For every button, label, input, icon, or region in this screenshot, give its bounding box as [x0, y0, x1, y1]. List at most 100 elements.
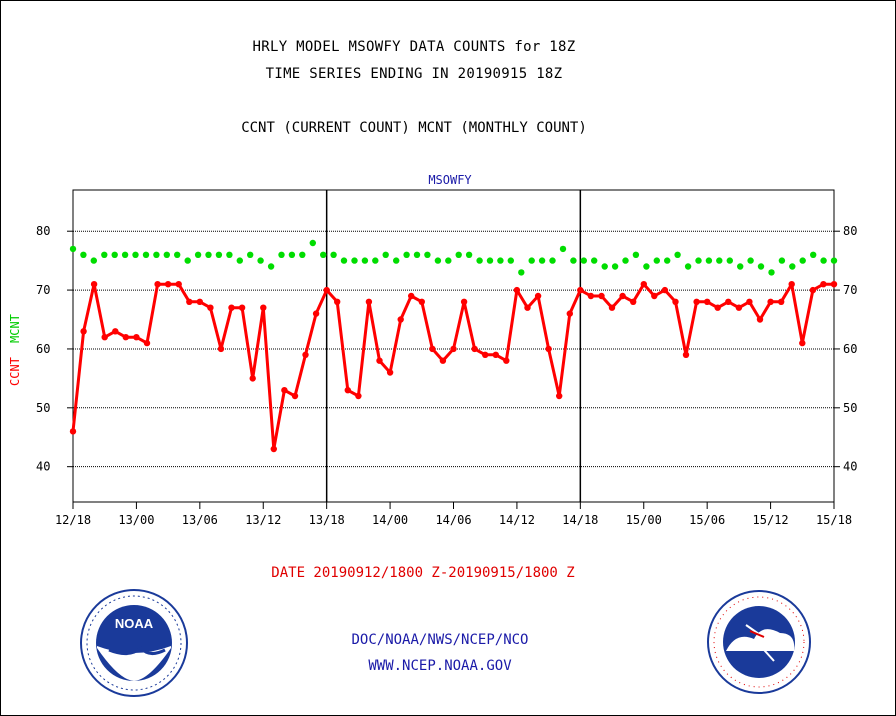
point-ccnt-58	[682, 351, 690, 358]
point-ccnt-61	[714, 304, 721, 311]
point-mcnt-15	[226, 251, 233, 258]
point-mcnt-10	[174, 251, 181, 258]
noaa-logo: NOAA	[80, 589, 188, 697]
point-mcnt-61	[705, 257, 713, 264]
point-mcnt-4	[111, 251, 118, 258]
ytick-label-left-70: 70	[36, 283, 50, 297]
point-mcnt-20	[278, 251, 285, 258]
point-mcnt-27	[351, 257, 358, 264]
ytick-label-left-50: 50	[36, 401, 50, 415]
point-mcnt-34	[424, 251, 431, 258]
ytick-label-right-50: 50	[843, 401, 857, 415]
point-ccnt-71	[820, 281, 827, 288]
point-ccnt-9	[164, 281, 172, 288]
xtick-label-9: 15/00	[626, 513, 662, 527]
point-ccnt-5	[122, 334, 129, 341]
point-ccnt-62	[725, 298, 732, 305]
point-mcnt-70	[799, 257, 806, 264]
point-mcnt-64	[737, 263, 744, 270]
xtick-label-4: 13/18	[309, 513, 345, 527]
point-ccnt-39	[482, 351, 489, 358]
ytick-label-left-60: 60	[36, 342, 50, 356]
ytick-label-right-70: 70	[843, 283, 857, 297]
point-ccnt-32	[408, 292, 415, 300]
point-ccnt-42	[513, 286, 521, 294]
point-ccnt-24	[323, 286, 330, 294]
point-mcnt-8	[153, 251, 160, 258]
xtick-label-5: 14/00	[372, 513, 408, 527]
point-mcnt-49	[580, 257, 587, 264]
point-ccnt-35	[439, 357, 447, 364]
point-mcnt-7	[142, 251, 150, 258]
footer-url[interactable]: WWW.NCEP.NOAA.GOV	[368, 658, 512, 674]
date-range: DATE 20190912/1800 Z-20190915/1800 Z	[271, 565, 575, 581]
point-mcnt-30	[382, 251, 389, 258]
point-mcnt-65	[747, 257, 754, 264]
point-ccnt-6	[133, 334, 140, 341]
point-mcnt-36	[445, 257, 452, 264]
point-ccnt-16	[238, 304, 246, 311]
point-ccnt-14	[217, 345, 225, 353]
point-mcnt-14	[215, 251, 223, 258]
point-ccnt-68	[788, 281, 795, 288]
point-ccnt-59	[693, 298, 700, 305]
point-ccnt-45	[545, 345, 552, 353]
point-ccnt-15	[228, 304, 235, 311]
point-ccnt-26	[344, 387, 351, 394]
y-axis-ticks: 40 40 50 50 60 60 70 70 80 80	[36, 224, 857, 473]
point-mcnt-69	[789, 263, 796, 270]
xtick-label-12: 15/18	[816, 513, 852, 527]
point-mcnt-59	[684, 263, 692, 270]
point-mcnt-60	[695, 257, 702, 264]
point-ccnt-12	[196, 298, 203, 305]
point-mcnt-73	[830, 257, 838, 264]
point-mcnt-40	[486, 257, 494, 264]
point-ccnt-63	[735, 304, 743, 311]
point-mcnt-29	[372, 257, 379, 264]
point-ccnt-53	[630, 298, 637, 305]
plot-title: MSOWFY	[428, 173, 472, 187]
point-mcnt-6	[132, 251, 139, 258]
point-mcnt-43	[518, 269, 525, 276]
point-mcnt-66	[757, 263, 765, 270]
xtick-label-2: 13/06	[182, 513, 218, 527]
point-mcnt-33	[413, 251, 421, 258]
point-ccnt-7	[143, 339, 151, 347]
point-mcnt-16	[236, 257, 243, 264]
series-layer	[69, 239, 838, 453]
point-mcnt-52	[611, 263, 619, 270]
point-ccnt-19	[270, 445, 277, 453]
point-mcnt-72	[820, 257, 827, 264]
xtick-label-10: 15/06	[689, 513, 725, 527]
point-ccnt-65	[756, 316, 764, 323]
point-ccnt-50	[598, 292, 605, 300]
noaa-logo-text: NOAA	[115, 616, 154, 631]
point-ccnt-40	[492, 351, 499, 358]
point-ccnt-46	[556, 392, 563, 400]
point-ccnt-69	[799, 339, 806, 347]
nws-logo	[707, 590, 811, 694]
point-ccnt-21	[291, 392, 299, 400]
point-mcnt-42	[507, 257, 514, 264]
point-mcnt-26	[340, 257, 348, 264]
point-mcnt-35	[434, 257, 442, 264]
ytick-label-left-80: 80	[36, 224, 50, 238]
point-ccnt-60	[704, 298, 711, 305]
point-ccnt-22	[302, 351, 309, 358]
point-ccnt-29	[376, 357, 383, 364]
point-mcnt-5	[121, 251, 129, 258]
point-mcnt-53	[622, 257, 629, 264]
point-ccnt-64	[746, 298, 753, 305]
point-mcnt-13	[205, 251, 212, 258]
point-ccnt-28	[365, 298, 373, 305]
point-ccnt-33	[418, 298, 425, 305]
point-ccnt-4	[112, 328, 119, 335]
point-ccnt-36	[450, 345, 457, 353]
point-ccnt-37	[460, 298, 468, 305]
point-mcnt-25	[330, 251, 337, 258]
point-mcnt-37	[455, 251, 462, 258]
point-ccnt-13	[207, 304, 214, 311]
point-mcnt-2	[90, 257, 98, 264]
point-ccnt-49	[587, 292, 595, 300]
point-mcnt-48	[570, 257, 577, 264]
